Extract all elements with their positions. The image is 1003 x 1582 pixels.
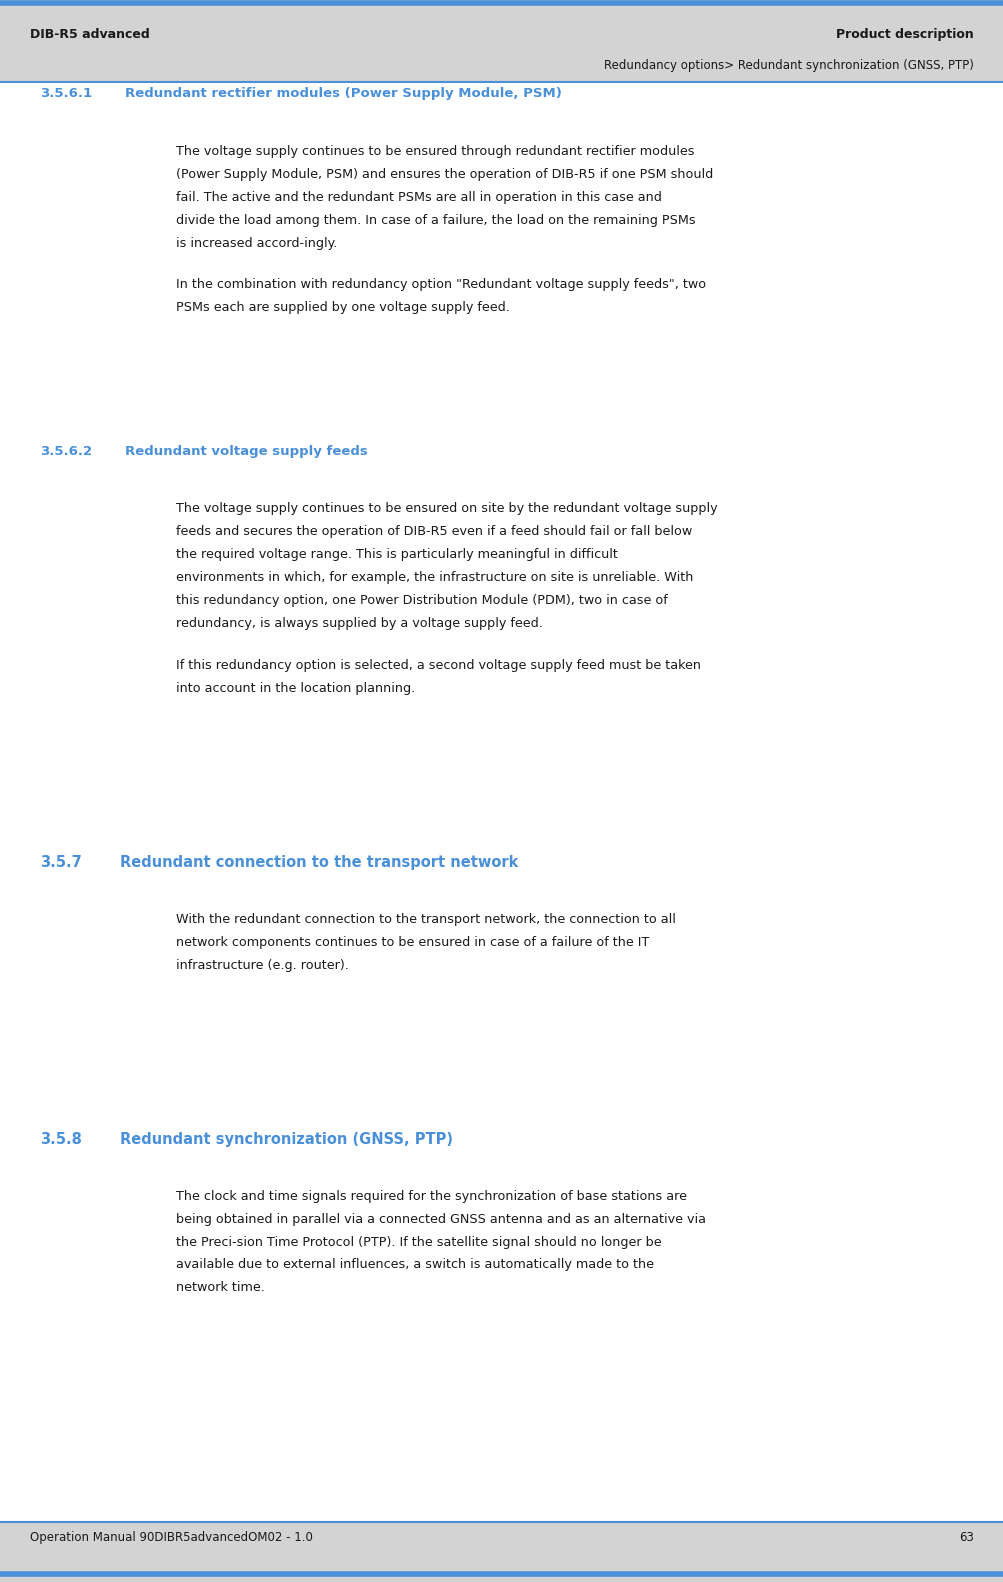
Text: Redundant voltage supply feeds: Redundant voltage supply feeds [125,445,368,457]
Text: Redundant rectifier modules (Power Supply Module, PSM): Redundant rectifier modules (Power Suppl… [125,87,562,100]
Text: divide the load among them. In case of a failure, the load on the remaining PSMs: divide the load among them. In case of a… [176,214,695,226]
Text: Product description: Product description [835,28,973,41]
Text: network time.: network time. [176,1281,265,1294]
Text: into account in the location planning.: into account in the location planning. [176,682,414,694]
Text: the Preci-sion Time Protocol (PTP). If the satellite signal should no longer be: the Preci-sion Time Protocol (PTP). If t… [176,1236,661,1248]
Text: Operation Manual 90DIBR5advancedOM02 - 1.0: Operation Manual 90DIBR5advancedOM02 - 1… [30,1531,313,1544]
Text: 3.5.6.2: 3.5.6.2 [40,445,92,457]
Text: The voltage supply continues to be ensured through redundant rectifier modules: The voltage supply continues to be ensur… [176,144,693,158]
Text: 3.5.7: 3.5.7 [40,854,82,870]
FancyBboxPatch shape [0,0,1003,82]
Text: environments in which, for example, the infrastructure on site is unreliable. Wi: environments in which, for example, the … [176,571,692,584]
Text: 63: 63 [958,1531,973,1544]
Text: available due to external influences, a switch is automatically made to the: available due to external influences, a … [176,1258,653,1272]
Text: infrastructure (e.g. router).: infrastructure (e.g. router). [176,959,348,971]
Text: feeds and secures the operation of DIB-R5 even if a feed should fail or fall bel: feeds and secures the operation of DIB-R… [176,525,691,538]
Text: Redundancy options> Redundant synchronization (GNSS, PTP): Redundancy options> Redundant synchroniz… [604,59,973,71]
Text: fail. The active and the redundant PSMs are all in operation in this case and: fail. The active and the redundant PSMs … [176,190,661,204]
Text: The clock and time signals required for the synchronization of base stations are: The clock and time signals required for … [176,1190,686,1202]
Text: network components continues to be ensured in case of a failure of the IT: network components continues to be ensur… [176,935,648,949]
Text: being obtained in parallel via a connected GNSS antenna and as an alternative vi: being obtained in parallel via a connect… [176,1212,705,1226]
Text: (Power Supply Module, PSM) and ensures the operation of DIB-R5 if one PSM should: (Power Supply Module, PSM) and ensures t… [176,168,712,180]
Text: is increased accord-ingly.: is increased accord-ingly. [176,236,337,250]
Text: the required voltage range. This is particularly meaningful in difficult: the required voltage range. This is part… [176,547,617,562]
Text: The voltage supply continues to be ensured on site by the redundant voltage supp: The voltage supply continues to be ensur… [176,501,716,516]
Text: With the redundant connection to the transport network, the connection to all: With the redundant connection to the tra… [176,913,675,925]
Text: this redundancy option, one Power Distribution Module (PDM), two in case of: this redundancy option, one Power Distri… [176,593,667,607]
Text: In the combination with redundancy option "Redundant voltage supply feeds", two: In the combination with redundancy optio… [176,278,705,291]
Text: 3.5.6.1: 3.5.6.1 [40,87,92,100]
Text: 3.5.8: 3.5.8 [40,1131,82,1147]
FancyBboxPatch shape [0,1522,1003,1582]
Text: DIB-R5 advanced: DIB-R5 advanced [30,28,149,41]
Text: If this redundancy option is selected, a second voltage supply feed must be take: If this redundancy option is selected, a… [176,658,700,672]
Text: Redundant synchronization (GNSS, PTP): Redundant synchronization (GNSS, PTP) [120,1131,453,1147]
Text: Redundant connection to the transport network: Redundant connection to the transport ne… [120,854,519,870]
Text: PSMs each are supplied by one voltage supply feed.: PSMs each are supplied by one voltage su… [176,301,510,315]
Text: redundancy, is always supplied by a voltage supply feed.: redundancy, is always supplied by a volt… [176,617,542,630]
